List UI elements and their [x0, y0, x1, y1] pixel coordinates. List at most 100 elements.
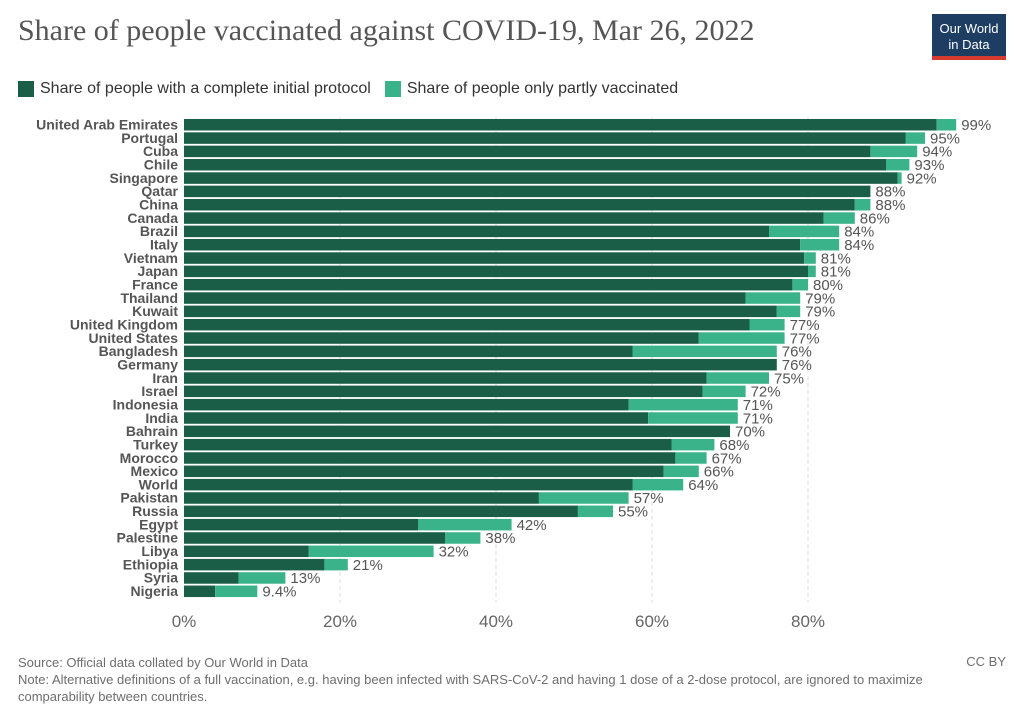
- bar-complete: [184, 385, 703, 398]
- data-label: 57%: [634, 490, 664, 507]
- category-label: Nigeria: [131, 583, 179, 599]
- data-label: 95%: [930, 130, 960, 147]
- chart-footer: Source: Official data collated by Our Wo…: [18, 654, 958, 705]
- bar-partial: [308, 545, 434, 558]
- category-label: Singapore: [110, 170, 179, 186]
- category-label: United Arab Emirates: [36, 117, 178, 133]
- bar-partial: [776, 305, 801, 318]
- bar-partial: [648, 412, 738, 424]
- bar-complete: [184, 505, 578, 518]
- data-label: 76%: [782, 344, 812, 361]
- category-label: Indonesia: [113, 396, 179, 412]
- legend-item-partial[interactable]: Share of people only partly vaccinated: [384, 80, 679, 98]
- chart-legend: Share of people with a complete initial …: [18, 80, 692, 98]
- bar-complete: [184, 478, 633, 491]
- category-label: World: [139, 476, 178, 492]
- x-tick-label: 20%: [323, 612, 357, 631]
- legend-swatch-complete: [18, 81, 34, 97]
- data-label: 99%: [961, 117, 991, 134]
- owid-logo[interactable]: Our World in Data: [932, 14, 1006, 60]
- category-label: Iran: [152, 370, 178, 386]
- data-label: 79%: [805, 304, 835, 321]
- data-label: 71%: [743, 410, 773, 427]
- data-label: 77%: [790, 330, 820, 347]
- bar-complete: [184, 332, 699, 344]
- data-label: 38%: [485, 530, 515, 547]
- category-label: Brazil: [140, 223, 178, 239]
- data-label: 55%: [618, 504, 648, 521]
- legend-label-partial: Share of people only partly vaccinated: [406, 80, 679, 97]
- data-label: 66%: [704, 464, 734, 481]
- data-label: 84%: [844, 237, 874, 254]
- category-label: United Kingdom: [70, 316, 178, 332]
- logo-line-2: in Data: [948, 37, 990, 52]
- bar-partial: [238, 572, 286, 584]
- data-label: 42%: [517, 517, 547, 534]
- legend-item-complete[interactable]: Share of people with a complete initial …: [18, 80, 371, 98]
- bar-complete: [184, 358, 777, 371]
- bar-partial: [897, 172, 902, 184]
- category-label: India: [145, 410, 178, 426]
- category-label: Japan: [138, 263, 178, 279]
- bar-partial: [706, 372, 769, 384]
- bar-partial: [324, 558, 348, 571]
- bar-complete: [184, 318, 750, 331]
- bar-partial: [702, 385, 746, 398]
- category-label: Canada: [127, 210, 178, 226]
- bar-partial: [769, 225, 840, 238]
- category-label: Vietnam: [124, 250, 178, 266]
- data-label: 81%: [821, 264, 851, 281]
- bar-partial: [632, 478, 684, 491]
- bar-complete: [184, 398, 629, 411]
- bar-partial: [823, 212, 855, 224]
- data-label: 72%: [751, 384, 781, 401]
- bar-partial: [936, 119, 957, 131]
- data-label: 92%: [907, 170, 937, 187]
- bar-complete: [184, 425, 730, 438]
- category-label: Thailand: [120, 290, 178, 306]
- category-label: Palestine: [117, 530, 179, 546]
- category-label: Israel: [141, 383, 178, 399]
- category-label: Kuwait: [132, 303, 178, 319]
- bar-partial: [745, 292, 801, 304]
- x-tick-label: 0%: [172, 612, 197, 631]
- bar-complete: [184, 532, 446, 544]
- bar-complete: [184, 585, 216, 598]
- category-label: Turkey: [133, 436, 178, 452]
- x-tick-label: 40%: [479, 612, 513, 631]
- category-label: Mexico: [131, 463, 178, 479]
- bar-chart: 0% 20% 40% 60% 80% United Arab Emirates 99% Por…: [36, 117, 991, 631]
- category-label: Pakistan: [120, 490, 178, 506]
- page-title: Share of people vaccinated against COVID…: [18, 14, 755, 47]
- data-label: 94%: [922, 144, 952, 161]
- bar-complete: [184, 345, 633, 358]
- note-text: Note: Alternative definitions of a full …: [18, 672, 923, 704]
- source-text: Source: Official data collated by Our Wo…: [18, 655, 308, 670]
- bar-complete: [184, 198, 855, 211]
- data-label: 67%: [712, 450, 742, 467]
- category-label: Portugal: [121, 130, 178, 146]
- data-label: 79%: [805, 290, 835, 307]
- bar-partial: [538, 492, 629, 504]
- data-label: 81%: [821, 250, 851, 267]
- license-text: CC BY: [966, 654, 1006, 669]
- bar-complete: [184, 572, 239, 584]
- bar-partial: [886, 158, 910, 171]
- bar-complete: [184, 212, 824, 224]
- data-label: 21%: [353, 557, 383, 574]
- legend-swatch-partial: [384, 81, 401, 97]
- legend-label-complete: Share of people with a complete initial …: [40, 80, 371, 97]
- data-label: 9.4%: [262, 584, 296, 601]
- data-label: 76%: [782, 357, 812, 374]
- x-tick-label: 80%: [791, 612, 825, 631]
- bar-complete: [184, 558, 325, 571]
- data-label: 32%: [439, 544, 469, 561]
- category-label: Ethiopia: [123, 556, 178, 572]
- data-label: 84%: [844, 224, 874, 241]
- bar-complete: [184, 305, 777, 318]
- bar-partial: [698, 332, 785, 344]
- data-label: 77%: [790, 317, 820, 334]
- category-label: United States: [89, 330, 179, 346]
- bar-partial: [671, 438, 715, 451]
- data-label: 71%: [743, 397, 773, 414]
